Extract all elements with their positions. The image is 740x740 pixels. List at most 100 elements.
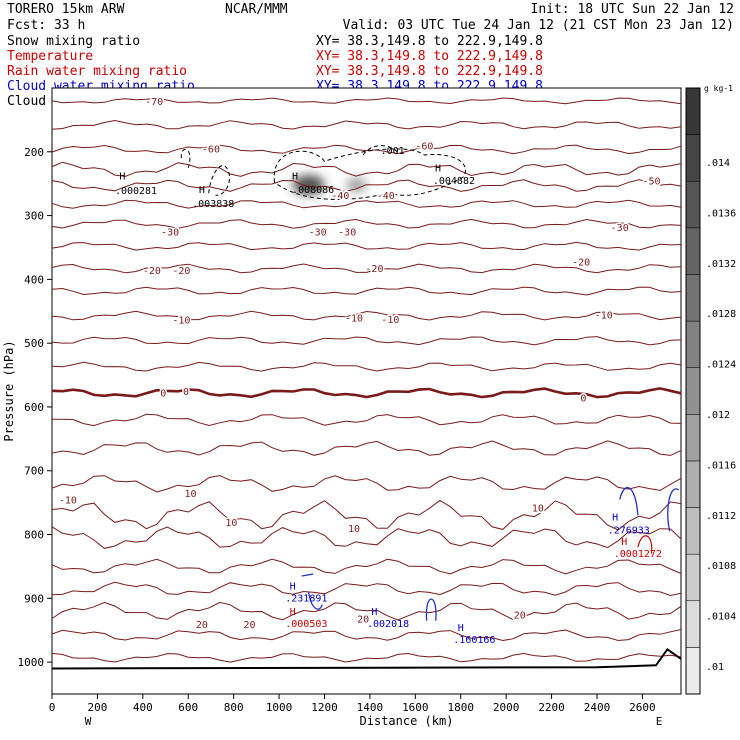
rainwater-contour bbox=[637, 535, 653, 554]
isotherm-label: 20 bbox=[196, 620, 208, 631]
colorbar-tick-label: .012 bbox=[706, 410, 730, 421]
isotherm-label: 20 bbox=[244, 620, 256, 631]
x-tick-label: 1200 bbox=[311, 701, 338, 714]
x-tick-label: 2200 bbox=[538, 701, 565, 714]
x-tick-label: 600 bbox=[178, 701, 198, 714]
extremum-label: .231891 bbox=[285, 594, 327, 605]
x-tick-label: 2400 bbox=[584, 701, 611, 714]
field-section: XY= 38.3,149.8 to 222.9,149.8 bbox=[316, 49, 543, 64]
colorbar-unit: g kg-1 bbox=[704, 84, 733, 93]
colorbar-segment bbox=[685, 274, 701, 322]
colorbar-segment bbox=[685, 414, 701, 462]
plot-frame bbox=[51, 87, 682, 695]
isotherm-line bbox=[51, 652, 682, 663]
colorbar-segment bbox=[685, 367, 701, 415]
isotherm-line bbox=[51, 558, 682, 575]
snow-dashed-contour bbox=[208, 165, 230, 196]
isotherm-line bbox=[51, 97, 682, 105]
isotherm-label: -60 bbox=[202, 145, 220, 156]
y-tick-label: 500 bbox=[24, 337, 44, 350]
isotherm-line bbox=[51, 581, 682, 597]
colorbar-tick-label: .0116 bbox=[706, 460, 736, 471]
isotherm-line bbox=[51, 144, 682, 155]
x-tick-label: 1600 bbox=[402, 701, 429, 714]
y-tick-label: 700 bbox=[24, 465, 44, 478]
isotherm-label: -30 bbox=[338, 228, 356, 239]
isotherm-label: 0 bbox=[160, 388, 166, 399]
isotherm-label: 10 bbox=[532, 504, 544, 515]
y-axis-title: Pressure (hPa) bbox=[2, 340, 16, 441]
x-tick-label: 1800 bbox=[447, 701, 474, 714]
cloudwater-contour bbox=[667, 488, 680, 532]
isotherm-label: 10 bbox=[348, 524, 360, 535]
extremum-label: .000503 bbox=[285, 619, 327, 630]
colorbar-segment bbox=[685, 460, 701, 508]
y-tick-label: 800 bbox=[24, 529, 44, 542]
colorbar-tick-label: .01 bbox=[706, 662, 724, 673]
x-axis-title: Distance (km) bbox=[360, 714, 454, 728]
colorbar-tick-label: .0104 bbox=[706, 612, 736, 623]
isotherm-label: 0 bbox=[580, 393, 586, 404]
extremum-label: H bbox=[290, 607, 296, 618]
snow-dashed-contour bbox=[362, 145, 398, 156]
colorbar-segment bbox=[685, 553, 701, 602]
isotherm-line bbox=[52, 413, 682, 427]
colorbar-segment bbox=[685, 320, 701, 368]
snow-dashed-contour bbox=[274, 148, 466, 200]
extremum-label: H bbox=[119, 171, 125, 182]
y-tick-label: 300 bbox=[24, 210, 44, 223]
isotherm-line bbox=[51, 161, 682, 177]
isotherm-label: -20 bbox=[143, 266, 161, 277]
colorbar-segment bbox=[685, 87, 701, 135]
isotherm-label: -30 bbox=[309, 228, 327, 239]
colorbar-tick-label: .0112 bbox=[706, 511, 736, 522]
isotherm-line bbox=[51, 440, 682, 456]
isotherm-line bbox=[51, 601, 682, 621]
isotherm-line bbox=[51, 199, 682, 209]
isotherm-line bbox=[51, 179, 682, 193]
model-title: TORERO 15km ARW bbox=[7, 2, 125, 17]
y-tick-label: 400 bbox=[24, 273, 44, 286]
isotherm-line bbox=[51, 361, 682, 372]
x-tick-label: 200 bbox=[87, 701, 107, 714]
extremum-label: H bbox=[292, 171, 298, 182]
extremum-label: H bbox=[199, 185, 205, 196]
y-tick-label: 600 bbox=[24, 401, 44, 414]
cloudwater-contour bbox=[307, 591, 323, 610]
isotherm-label: -40 bbox=[377, 191, 395, 202]
x-tick-label: 800 bbox=[224, 701, 244, 714]
field-name: Snow mixing ratio bbox=[7, 34, 141, 49]
extremum-label: H bbox=[435, 164, 441, 175]
x-tick-label: 2600 bbox=[629, 701, 656, 714]
isotherm-line bbox=[51, 241, 682, 251]
x-end-west: W bbox=[85, 715, 92, 728]
colorbar-tick-label: .0124 bbox=[706, 360, 736, 371]
extremum-label: .000281 bbox=[115, 186, 157, 197]
extremum-label: .276933 bbox=[608, 525, 650, 536]
snow-shading bbox=[346, 177, 367, 192]
isotherm-label: -40 bbox=[331, 191, 349, 202]
extremum-label: .003838 bbox=[192, 199, 234, 210]
extremum-label: .002018 bbox=[367, 619, 409, 630]
colorbar-segment bbox=[685, 600, 701, 648]
cloudwater-contour bbox=[425, 598, 437, 621]
init-time: Init: 18 UTC Sun 22 Jan 12 bbox=[530, 2, 735, 17]
isotherm-label: -20 bbox=[572, 258, 590, 269]
isotherm-label: 10 bbox=[225, 518, 237, 529]
isotherm-label: -10 bbox=[595, 310, 613, 321]
x-tick-label: 0 bbox=[49, 701, 56, 714]
isotherm-line bbox=[51, 526, 682, 549]
colorbar-tick-label: .0108 bbox=[706, 561, 736, 572]
y-tick-label: 1000 bbox=[18, 656, 45, 669]
isotherm-label: 0 bbox=[183, 387, 189, 398]
x-end-east: E bbox=[656, 715, 663, 728]
colorbar-tick-label: .014 bbox=[706, 158, 730, 169]
isotherm-label: -70 bbox=[145, 97, 163, 108]
isotherm-line bbox=[51, 499, 682, 531]
isotherm-label: -20 bbox=[172, 266, 190, 277]
terrain-line bbox=[51, 647, 682, 670]
colorbar-tick-label: .0132 bbox=[706, 259, 736, 270]
isotherm-line bbox=[51, 310, 682, 321]
colorbar-segment bbox=[685, 507, 701, 555]
